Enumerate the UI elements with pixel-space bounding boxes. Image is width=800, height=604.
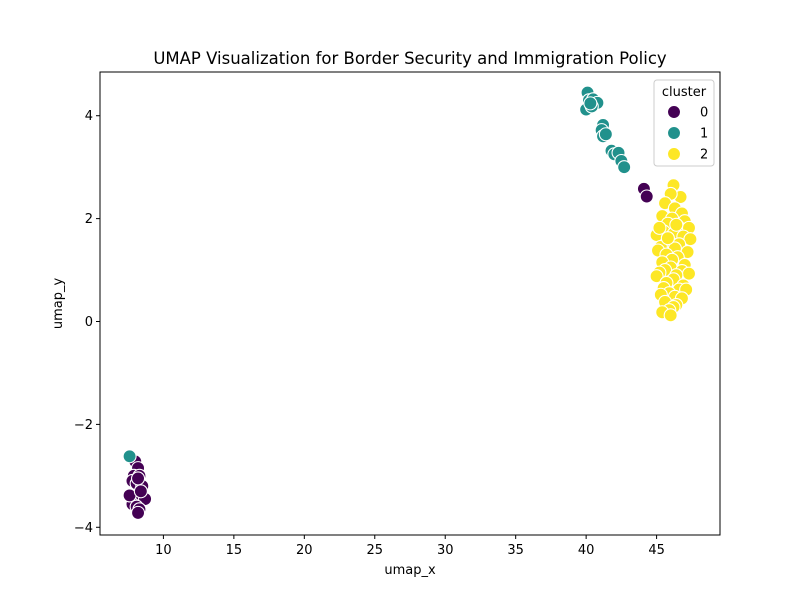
y-tick-label: 0 <box>85 315 93 330</box>
legend-marker-cluster-2 <box>666 146 682 162</box>
y-tick-label: −2 <box>74 418 93 433</box>
x-tick-label: 45 <box>648 543 665 558</box>
y-tick-label: 2 <box>85 212 93 227</box>
x-tick-label: 10 <box>155 543 172 558</box>
x-tick-label: 35 <box>507 543 524 558</box>
x-axis-label: umap_x <box>384 563 436 578</box>
x-axis-ticks: 10 15 20 25 30 35 40 45 <box>155 535 665 558</box>
y-axis-label: umap_y <box>51 278 66 330</box>
scatter-point-cluster-2 <box>681 266 697 281</box>
chart-title: UMAP Visualization for Border Security a… <box>153 49 667 68</box>
legend-marker-cluster-1 <box>666 125 682 141</box>
legend-entries: 0 1 2 <box>666 104 708 163</box>
scatter-point-cluster-1 <box>617 160 632 175</box>
y-tick-label: 4 <box>85 109 93 124</box>
legend-label-cluster-0: 0 <box>700 106 708 121</box>
x-tick-label: 30 <box>437 543 454 558</box>
points-layer <box>122 85 698 520</box>
scatter-point-cluster-1 <box>598 127 613 142</box>
scatter-point-cluster-0 <box>131 471 146 486</box>
legend-title: cluster <box>662 85 707 100</box>
x-tick-label: 25 <box>366 543 383 558</box>
legend: cluster 0 1 2 <box>653 79 715 167</box>
scatter-point-cluster-1 <box>583 96 598 111</box>
legend-marker-cluster-0 <box>666 104 682 120</box>
x-tick-label: 15 <box>226 543 243 558</box>
scatter-point-cluster-2 <box>649 269 664 284</box>
y-axis-ticks: −4 −2 0 2 4 <box>74 109 100 536</box>
scatter-point-cluster-0 <box>131 505 146 520</box>
scatter-point-cluster-2 <box>669 217 684 232</box>
legend-label-cluster-2: 2 <box>700 148 708 163</box>
y-tick-label: −4 <box>74 521 93 536</box>
legend-label-cluster-1: 1 <box>700 127 708 142</box>
scatter-point-cluster-0 <box>639 189 654 204</box>
scatter-point-cluster-2 <box>652 220 667 235</box>
scatter-point-cluster-1 <box>122 449 137 464</box>
x-tick-label: 40 <box>578 543 595 558</box>
x-tick-label: 20 <box>296 543 313 558</box>
scatter-point-cluster-0 <box>133 484 148 499</box>
scatter-point-cluster-2 <box>660 231 675 246</box>
legend-box <box>653 79 715 167</box>
scatter-point-cluster-2 <box>663 308 678 323</box>
plot-frame <box>99 71 721 536</box>
